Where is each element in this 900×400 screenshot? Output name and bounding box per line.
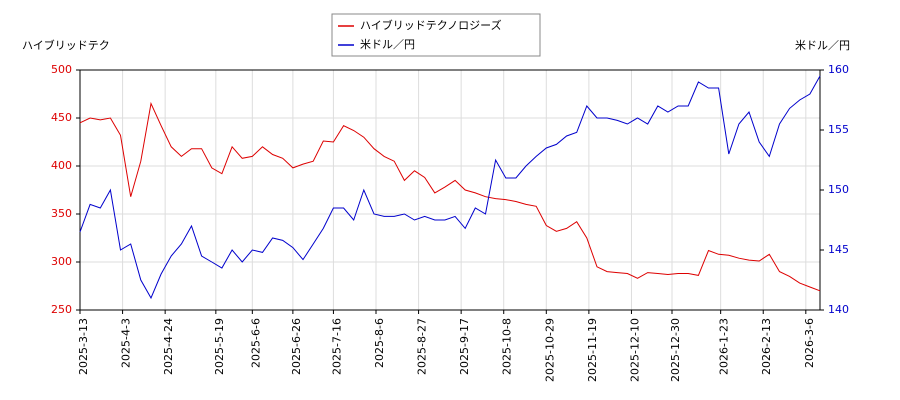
y2-tick-label: 145 [828, 243, 849, 256]
y2-tick-label: 155 [828, 123, 849, 136]
data-line [79, 75, 821, 300]
legend-label: 米ドル／円 [360, 38, 415, 51]
y-tick-label: 400 [51, 159, 72, 172]
y2-tick-label: 160 [828, 63, 849, 76]
y-tick-label: 300 [51, 255, 72, 268]
x-tick-label: 2025-9-17 [458, 318, 471, 375]
y2-tick-label: 140 [828, 303, 849, 316]
x-tick-label: 2026-3-6 [803, 318, 816, 368]
y2-tick-label: 150 [828, 183, 849, 196]
x-tick-label: 2025-4-3 [120, 318, 133, 368]
x-tick-label: 2025-12-10 [628, 318, 641, 382]
y-tick-label: 500 [51, 63, 72, 76]
x-tick-label: 2025-7-16 [330, 318, 343, 375]
x-tick-label: 2025-8-27 [416, 318, 429, 375]
legend-label: ハイブリッドテクノロジーズ [360, 18, 502, 32]
y-tick-label: 450 [51, 111, 72, 124]
x-tick-label: 2026-1-23 [718, 318, 731, 375]
x-tick-label: 2025-4-24 [162, 318, 175, 375]
x-tick-label: 2025-12-30 [669, 318, 682, 382]
x-tick-label: 2025-6-26 [290, 318, 303, 375]
x-tick-label: 2025-10-8 [501, 318, 514, 375]
x-tick-label: 2025-3-13 [77, 318, 90, 375]
x-tick-label: 2025-8-6 [373, 318, 386, 368]
y-axis-title: ハイブリッドテク [22, 38, 110, 52]
x-tick-label: 2025-11-19 [586, 318, 599, 382]
data-line [79, 101, 821, 292]
x-tick-label: 2025-10-29 [543, 318, 556, 382]
plot-frame [79, 69, 821, 311]
x-tick-label: 2026-2-13 [760, 318, 773, 375]
y-tick-label: 350 [51, 207, 72, 220]
x-tick-label: 2025-5-19 [213, 318, 226, 375]
y2-axis-title: 米ドル／円 [795, 39, 850, 52]
x-tick-label: 2025-6-6 [249, 318, 262, 368]
y-tick-label: 250 [51, 303, 72, 316]
legend-box [331, 13, 541, 57]
